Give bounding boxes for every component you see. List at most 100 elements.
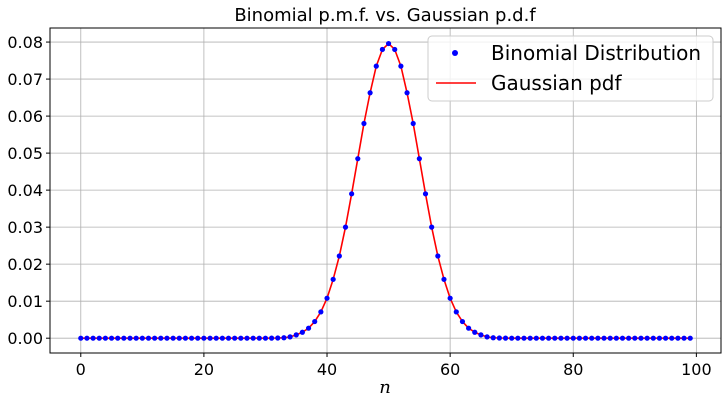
y-tick-label: 0.01 xyxy=(7,292,43,311)
binomial-point xyxy=(250,335,256,341)
y-tick-label: 0.06 xyxy=(7,107,43,126)
binomial-point xyxy=(613,335,619,341)
binomial-point xyxy=(225,335,232,341)
binomial-point xyxy=(232,335,238,341)
binomial-point xyxy=(299,329,305,335)
binomial-point xyxy=(318,309,324,315)
y-tick-label: 0.00 xyxy=(7,329,43,348)
binomial-point xyxy=(324,295,330,301)
binomial-point xyxy=(429,224,435,230)
binomial-point xyxy=(675,335,681,341)
binomial-point xyxy=(213,335,219,341)
binomial-point xyxy=(305,325,312,331)
x-axis-label: n xyxy=(379,377,391,398)
binomial-point xyxy=(502,335,509,341)
binomial-point xyxy=(632,335,638,341)
binomial-point xyxy=(176,335,182,341)
binomial-point xyxy=(509,335,515,341)
binomial-point xyxy=(595,335,601,341)
binomial-point xyxy=(108,335,115,341)
y-tick-label: 0.08 xyxy=(7,33,43,52)
binomial-point xyxy=(663,335,669,341)
binomial-point xyxy=(466,325,472,331)
binomial-point xyxy=(367,90,373,96)
binomial-point xyxy=(478,332,484,338)
binomial-point xyxy=(102,335,108,341)
binomial-point xyxy=(416,156,422,162)
binomial-point xyxy=(558,335,564,341)
binomial-point xyxy=(453,309,459,315)
binomial-point xyxy=(687,335,693,341)
binomial-point xyxy=(379,46,386,53)
binomial-point xyxy=(287,334,293,340)
binomial-point xyxy=(410,120,416,127)
binomial-point xyxy=(152,335,158,341)
binomial-point xyxy=(84,335,90,341)
binomial-point xyxy=(195,335,201,341)
binomial-point xyxy=(515,335,521,341)
binomial-point xyxy=(139,335,145,341)
binomial-point xyxy=(115,335,121,341)
binomial-point xyxy=(219,335,225,341)
binomial-point xyxy=(269,335,275,341)
binomial-point xyxy=(90,335,96,341)
binomial-point xyxy=(207,335,213,341)
binomial-point xyxy=(626,335,632,341)
binomial-point xyxy=(293,332,299,338)
binomial-point xyxy=(564,335,570,341)
binomial-point xyxy=(182,335,189,341)
binomial-point xyxy=(546,335,552,341)
binomial-point xyxy=(336,253,342,259)
x-tick-label: 0 xyxy=(76,360,86,379)
y-tick-label: 0.07 xyxy=(7,70,43,89)
binomial-point xyxy=(373,63,379,69)
binomial-point xyxy=(404,90,410,96)
x-axis: 0 20 40 60 80 100 xyxy=(76,353,712,379)
binomial-point xyxy=(330,276,336,282)
binomial-point xyxy=(312,318,318,325)
binomial-point xyxy=(238,335,244,341)
binomial-point xyxy=(472,329,478,335)
gaussian-pdf-line xyxy=(80,42,691,339)
binomial-point xyxy=(78,335,84,341)
binomial-point xyxy=(256,335,262,341)
x-tick-label: 60 xyxy=(440,360,460,379)
binomial-point xyxy=(145,335,152,341)
y-tick-label: 0.05 xyxy=(7,144,43,163)
binomial-point xyxy=(275,335,281,341)
grid xyxy=(50,28,721,353)
legend-binomial-label: Binomial Distribution xyxy=(491,41,701,65)
binomial-point xyxy=(576,335,583,341)
binomial-point xyxy=(447,295,453,301)
y-axis: 0.00 0.01 0.02 0.03 0.04 0.05 0.06 0.07 0.08 xyxy=(7,33,50,348)
binomial-point xyxy=(281,335,287,341)
x-tick-label: 80 xyxy=(563,360,583,379)
binomial-point xyxy=(459,318,466,325)
binomial-point xyxy=(262,335,269,341)
binomial-point xyxy=(619,335,626,341)
binomial-point xyxy=(582,335,589,341)
binomial-point xyxy=(201,335,207,341)
binomial-point xyxy=(244,335,250,341)
binomial-point xyxy=(398,63,404,69)
binomial-point xyxy=(496,335,502,341)
binomial-point xyxy=(188,335,195,341)
binomial-point xyxy=(121,335,127,341)
binomial-point xyxy=(570,335,576,341)
binomial-point xyxy=(441,276,447,282)
binomial-point xyxy=(601,335,607,341)
binomial-point xyxy=(539,335,546,341)
binomial-point xyxy=(669,335,675,341)
binomial-point xyxy=(644,335,650,341)
binomial-point xyxy=(96,335,102,341)
x-tick-label: 20 xyxy=(194,360,214,379)
chart-title: Binomial p.m.f. vs. Gaussian p.d.f xyxy=(234,5,536,26)
y-tick-label: 0.02 xyxy=(7,255,43,274)
y-tick-label: 0.04 xyxy=(7,181,43,200)
gaussian-series xyxy=(80,42,691,339)
binomial-point xyxy=(681,335,687,341)
binomial-point xyxy=(170,335,176,341)
binomial-point xyxy=(355,156,361,162)
binomial-point xyxy=(552,335,558,341)
